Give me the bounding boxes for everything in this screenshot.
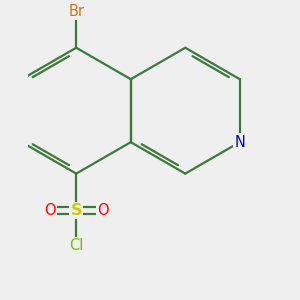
Text: O: O	[97, 203, 108, 218]
Text: S: S	[70, 203, 82, 218]
Text: Br: Br	[68, 4, 84, 19]
Text: Cl: Cl	[69, 238, 83, 253]
Text: O: O	[44, 203, 56, 218]
Text: N: N	[234, 135, 245, 150]
